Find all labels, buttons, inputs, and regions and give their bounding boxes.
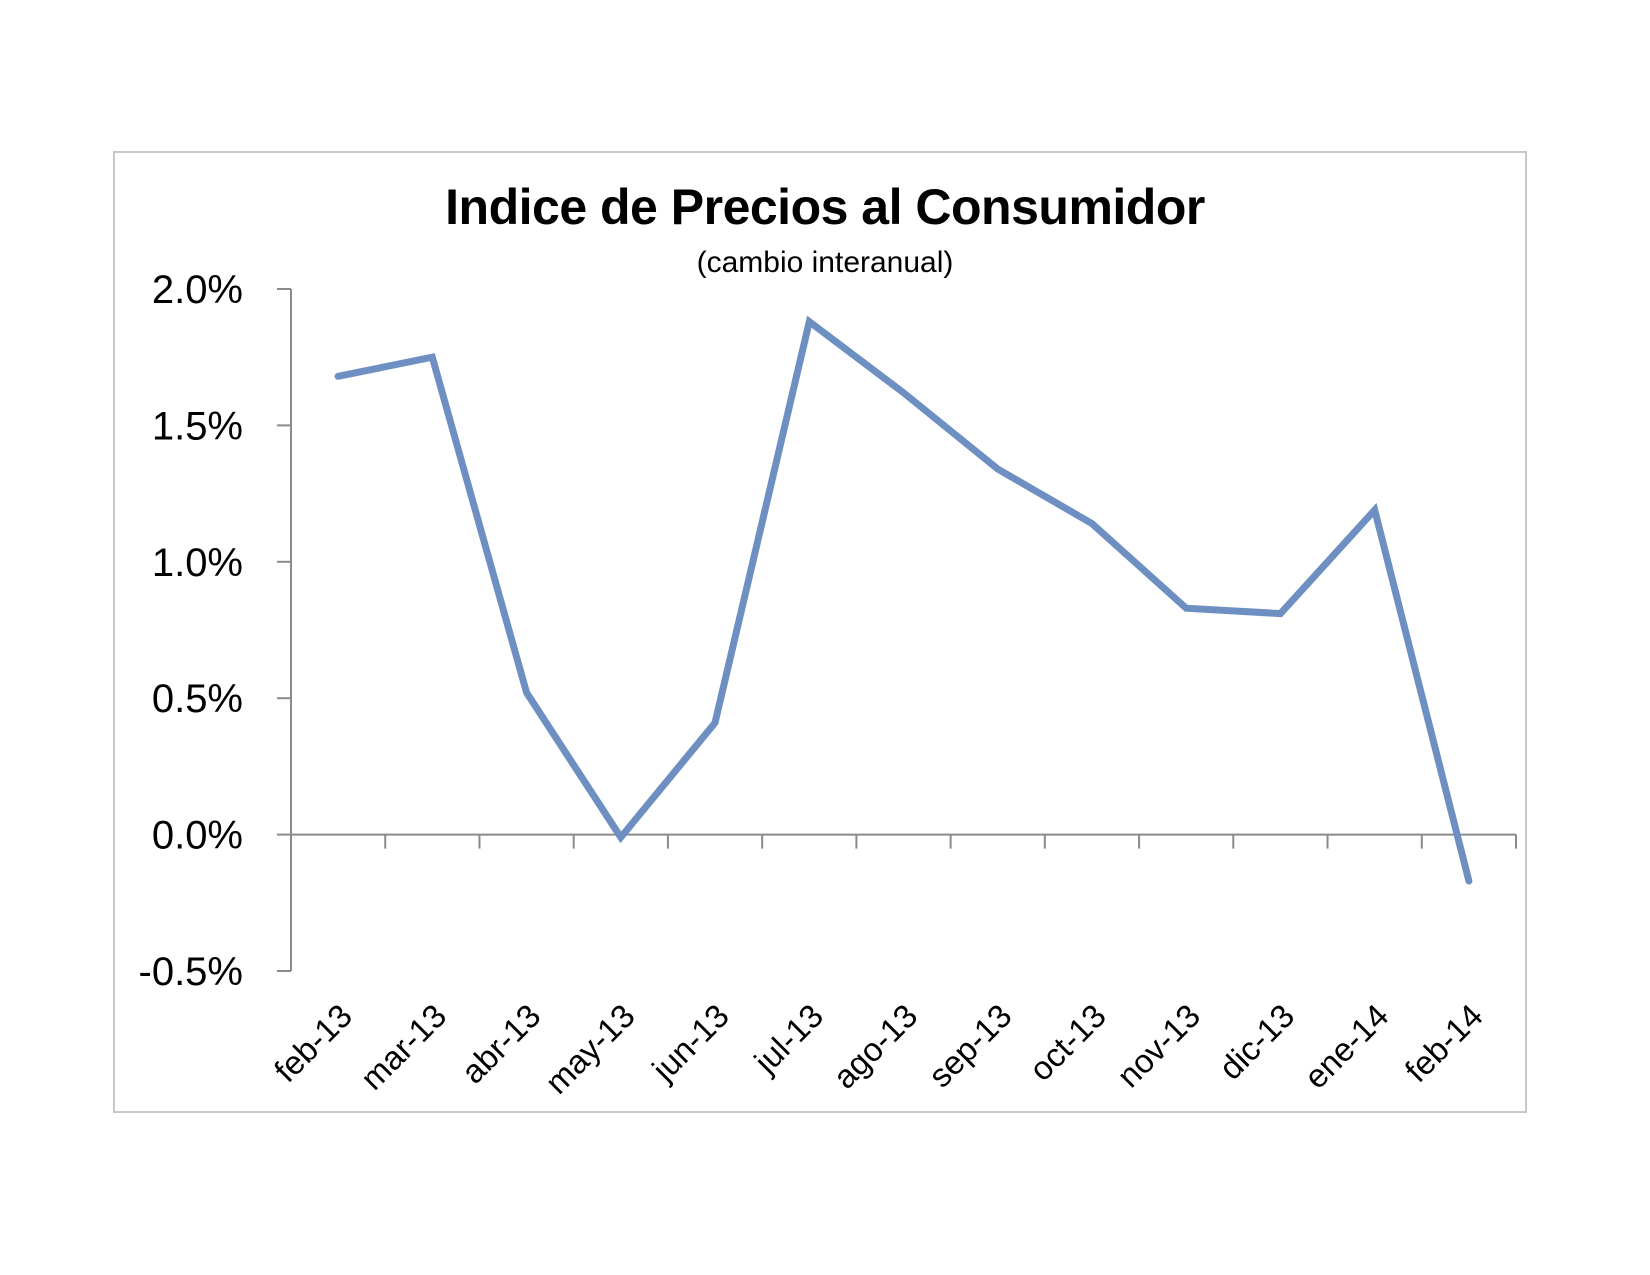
x-tick-label: feb-14: [1398, 997, 1490, 1089]
data-point: [430, 355, 434, 359]
data-point: [902, 391, 905, 395]
series-line: [334, 315, 1473, 885]
y-tick-label: 1.0%: [152, 541, 243, 585]
data-point: [619, 835, 623, 839]
x-tick-label: ago-13: [826, 997, 925, 1096]
x-tick-label: oct-13: [1022, 997, 1113, 1088]
x-tick-label: mar-13: [353, 997, 453, 1097]
y-axis: -0.5% 0.0% 0.5% 1.0% 1.5% 2.0%: [139, 268, 292, 994]
data-point: [807, 320, 811, 324]
x-tick-label: feb-13: [267, 997, 359, 1089]
data-point: [713, 721, 717, 725]
data-point: [525, 691, 529, 695]
x-tick-label: abr-13: [454, 997, 548, 1091]
data-point: [1467, 879, 1471, 883]
data-point: [1090, 522, 1094, 526]
x-tick-label: sep-13: [921, 997, 1019, 1095]
x-tick-label: nov-13: [1110, 997, 1208, 1095]
data-point: [336, 374, 340, 378]
chart-subtitle: (cambio interanual): [696, 246, 954, 279]
series: [334, 315, 1473, 885]
data-point: [1278, 612, 1282, 616]
chart-frame: [113, 151, 1527, 1113]
data-point: [996, 467, 1000, 471]
y-tick-label: 2.0%: [152, 268, 243, 312]
y-tick-label: -0.5%: [139, 950, 244, 994]
x-tick-label: jun-13: [644, 997, 736, 1089]
x-tick-label: ene-14: [1297, 997, 1396, 1096]
data-point: [1373, 508, 1377, 512]
data-point: [1184, 606, 1188, 610]
x-tick-label: may-13: [538, 997, 642, 1101]
y-tick-label: 0.5%: [152, 677, 243, 721]
y-tick-label: 1.5%: [152, 404, 243, 448]
y-tick-label: 0.0%: [152, 814, 243, 858]
chart-title: Indice de Precios al Consumidor: [445, 179, 1205, 235]
x-tick-label: jul-13: [746, 997, 830, 1081]
x-tick-label: dic-13: [1212, 997, 1302, 1087]
